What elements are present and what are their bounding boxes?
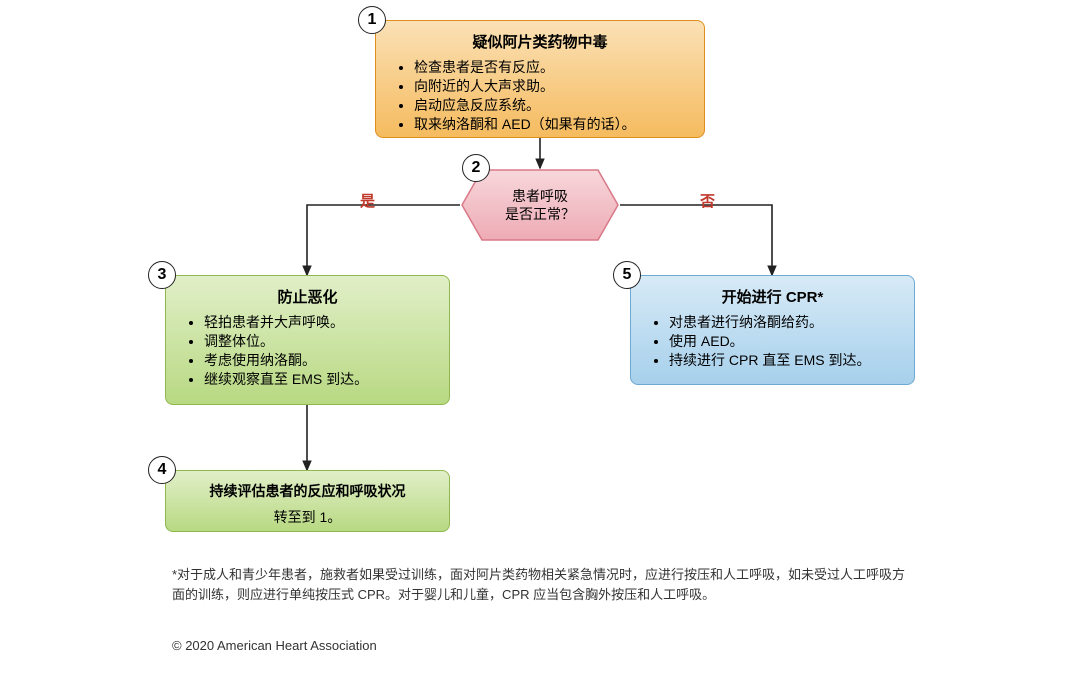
- footnote: *对于成人和青少年患者，施救者如果受过训练，面对阿片类药物相关紧急情况时，应进行…: [172, 565, 912, 604]
- badge-5: 5: [613, 261, 641, 289]
- node-prevent-deterioration: 防止恶化 轻拍患者并大声呼唤。 调整体位。 考虑使用纳洛酮。 继续观察直至 EM…: [165, 275, 450, 405]
- badge-4: 4: [148, 456, 176, 484]
- copyright: © 2020 American Heart Association: [172, 638, 377, 653]
- node3-title: 防止恶化: [182, 286, 433, 307]
- node4-title: 持续评估患者的反应和呼吸状况: [182, 481, 433, 501]
- node5-bullets: 对患者进行纳洛酮给药。 使用 AED。 持续进行 CPR 直至 EMS 到达。: [647, 313, 898, 370]
- edge-label-yes: 是: [360, 190, 375, 211]
- flowchart-canvas: 1 疑似阿片类药物中毒 检查患者是否有反应。 向附近的人大声求助。 启动应急反应…: [0, 0, 1080, 675]
- badge-2: 2: [462, 154, 490, 182]
- node1-bullets: 检查患者是否有反应。 向附近的人大声求助。 启动应急反应系统。 取来纳洛酮和 A…: [392, 58, 688, 134]
- node5-title: 开始进行 CPR*: [647, 286, 898, 307]
- arrow-2-no-to-5: [620, 205, 772, 275]
- badge-1: 1: [358, 6, 386, 34]
- decision-label: 患者呼吸 是否正常？: [460, 187, 620, 223]
- node-start-cpr: 开始进行 CPR* 对患者进行纳洛酮给药。 使用 AED。 持续进行 CPR 直…: [630, 275, 915, 385]
- badge-3: 3: [148, 261, 176, 289]
- node-suspected-overdose: 疑似阿片类药物中毒 检查患者是否有反应。 向附近的人大声求助。 启动应急反应系统…: [375, 20, 705, 138]
- node4-subtitle: 转至到 1。: [182, 507, 433, 527]
- node-ongoing-assessment: 持续评估患者的反应和呼吸状况 转至到 1。: [165, 470, 450, 532]
- edge-label-no: 否: [700, 190, 715, 211]
- node3-bullets: 轻拍患者并大声呼唤。 调整体位。 考虑使用纳洛酮。 继续观察直至 EMS 到达。: [182, 313, 433, 389]
- arrow-2-yes-to-3: [307, 205, 460, 275]
- node1-title: 疑似阿片类药物中毒: [392, 31, 688, 52]
